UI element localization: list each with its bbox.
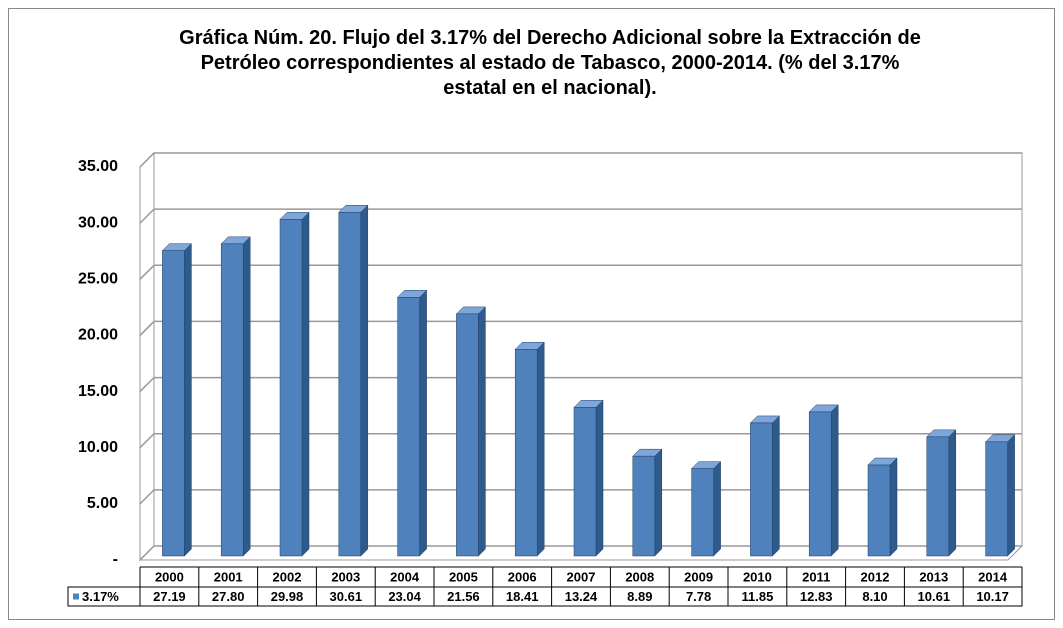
bar bbox=[985, 441, 1008, 557]
y-tick-label: 35.00 bbox=[78, 158, 118, 175]
x-tick-label: 2011 bbox=[802, 569, 830, 584]
x-tick-label: 2005 bbox=[449, 569, 478, 584]
bar-side bbox=[419, 289, 427, 557]
grid-line bbox=[139, 320, 1022, 336]
y-tick-label: - bbox=[113, 551, 118, 568]
bar bbox=[456, 313, 479, 557]
data-label: 10.61 bbox=[918, 589, 951, 604]
bar-side bbox=[830, 404, 839, 557]
x-tick-label: 2003 bbox=[331, 569, 360, 584]
x-tick-label: 2001 bbox=[214, 569, 243, 584]
bar bbox=[867, 464, 891, 557]
y-tick-label: 5.00 bbox=[87, 495, 118, 512]
grid-line bbox=[139, 545, 1022, 561]
bar-side bbox=[536, 341, 545, 557]
grid-line bbox=[139, 264, 1022, 280]
x-tick-label: 2002 bbox=[273, 569, 302, 584]
bar bbox=[514, 349, 538, 557]
grid-line bbox=[139, 432, 1022, 449]
side-wall bbox=[139, 151, 155, 562]
grid-line bbox=[139, 152, 1022, 168]
x-tick-label: 2008 bbox=[625, 569, 654, 584]
data-label: 7.78 bbox=[686, 589, 711, 604]
grid-line bbox=[139, 376, 1022, 393]
bar-side bbox=[478, 306, 486, 557]
bar-side bbox=[242, 236, 251, 557]
data-label: 12.83 bbox=[800, 589, 833, 604]
bar-side bbox=[595, 399, 604, 557]
legend-swatch bbox=[73, 593, 79, 600]
data-label: 8.10 bbox=[862, 589, 887, 604]
data-label: 18.41 bbox=[506, 589, 539, 604]
data-label: 27.19 bbox=[153, 589, 186, 604]
bar bbox=[397, 297, 420, 557]
x-tick-label: 2012 bbox=[861, 569, 890, 584]
data-label: 23.04 bbox=[388, 589, 421, 604]
y-tick-label: 25.00 bbox=[78, 271, 118, 288]
bar-side bbox=[772, 415, 780, 557]
legend-label: 3.17% bbox=[82, 589, 119, 604]
data-label: 13.24 bbox=[565, 589, 598, 604]
bar-side bbox=[713, 461, 721, 557]
bar bbox=[279, 219, 303, 557]
grid-line bbox=[139, 489, 1022, 505]
x-tick-label: 2009 bbox=[684, 569, 713, 584]
x-tick-label: 2006 bbox=[508, 569, 537, 584]
x-tick-label: 2014 bbox=[978, 569, 1008, 584]
x-tick-label: 2007 bbox=[567, 569, 596, 584]
bar bbox=[808, 411, 832, 557]
bar-side bbox=[184, 243, 192, 557]
bar bbox=[220, 243, 244, 557]
data-label: 8.89 bbox=[627, 589, 652, 604]
data-label: 30.61 bbox=[330, 589, 363, 604]
bar-side bbox=[654, 448, 663, 557]
y-tick-label: 10.00 bbox=[78, 439, 118, 456]
data-label: 10.17 bbox=[976, 589, 1009, 604]
bar-side bbox=[1007, 434, 1015, 557]
y-tick-label: 15.00 bbox=[78, 383, 118, 400]
bar bbox=[926, 436, 950, 557]
data-label: 29.98 bbox=[271, 589, 304, 604]
x-tick-label: 2004 bbox=[390, 569, 420, 584]
bar bbox=[338, 212, 362, 557]
bar bbox=[573, 407, 597, 557]
grid-line bbox=[139, 208, 1022, 224]
y-tick-label: 20.00 bbox=[78, 327, 118, 344]
x-tick-label: 2013 bbox=[919, 569, 948, 584]
bar bbox=[750, 422, 773, 557]
y-tick-label: 30.00 bbox=[78, 214, 118, 231]
bar-side bbox=[301, 211, 310, 557]
bar bbox=[162, 250, 185, 557]
bar bbox=[632, 455, 656, 557]
x-tick-label: 2010 bbox=[743, 569, 772, 584]
bar-side bbox=[889, 457, 898, 557]
chart-title: Gráfica Núm. 20. Flujo del 3.17% del Der… bbox=[179, 27, 921, 99]
bar bbox=[691, 468, 714, 557]
x-tick-label: 2000 bbox=[155, 569, 184, 584]
data-label: 11.85 bbox=[741, 589, 773, 604]
bar-side bbox=[948, 429, 957, 557]
data-label: 27.80 bbox=[212, 589, 245, 604]
data-label: 21.56 bbox=[447, 589, 480, 604]
bar-side bbox=[360, 204, 369, 557]
